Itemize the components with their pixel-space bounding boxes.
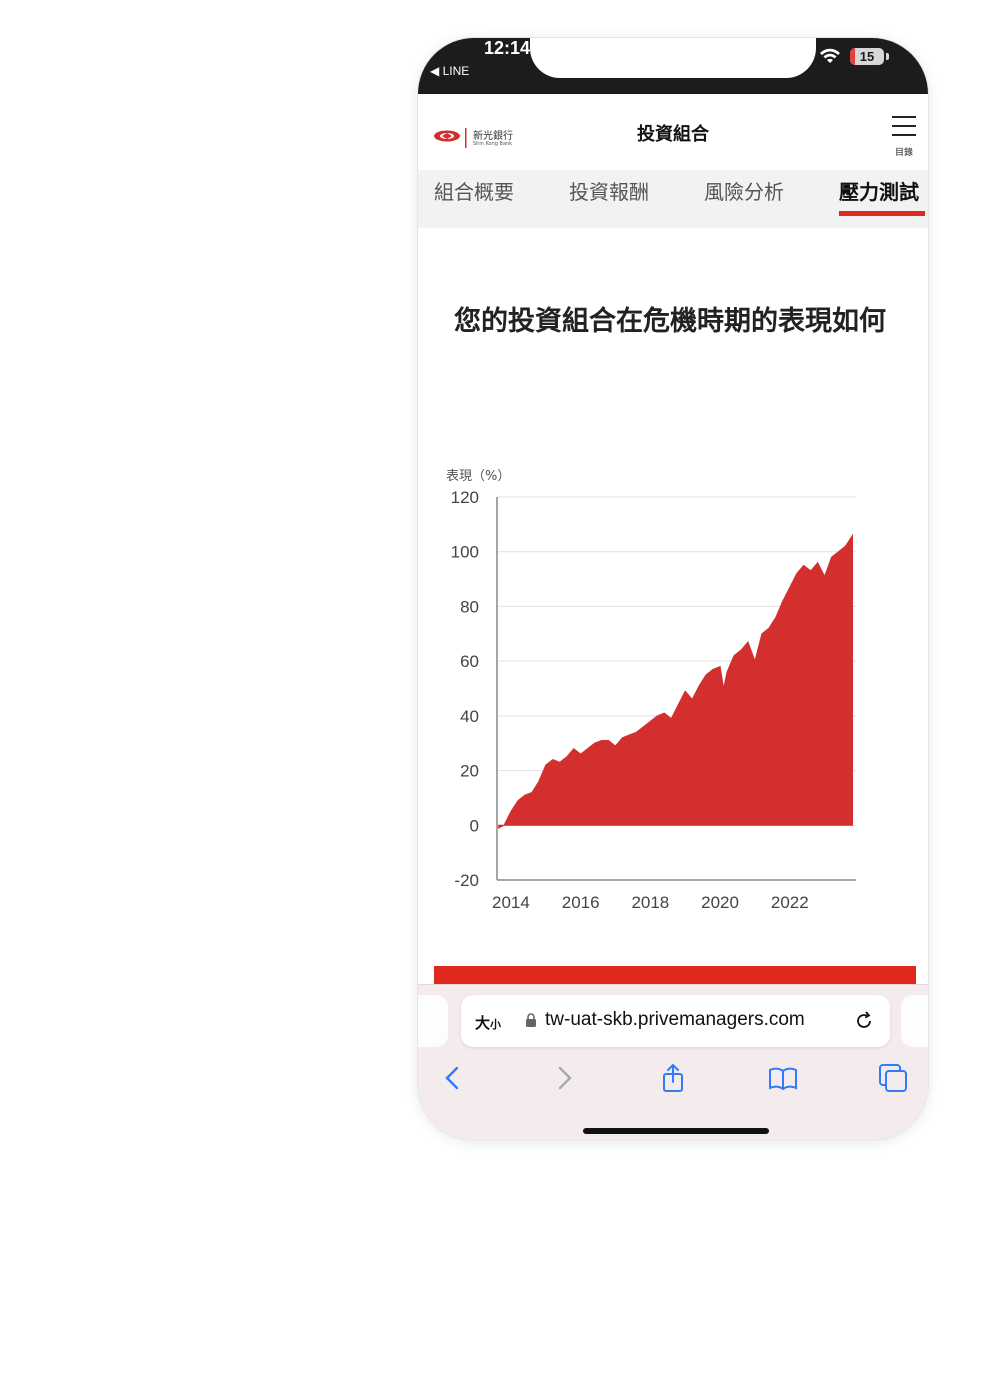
home-indicator	[583, 1128, 769, 1134]
status-bar: 12:14 ◀ LINE 15	[418, 38, 928, 94]
y-tick-label: 20	[460, 762, 479, 781]
x-tick-label: 2014	[492, 893, 530, 908]
tab-stress-test[interactable]: 壓力測試	[839, 180, 919, 204]
section-title: 您的投資組合在危機時期的表現如何	[454, 306, 886, 337]
text-size-button[interactable]: 大小	[475, 1014, 502, 1032]
tab-returns[interactable]: 投資報酬	[569, 180, 649, 204]
reload-icon[interactable]	[853, 1010, 875, 1032]
previous-tab-preview[interactable]	[418, 995, 448, 1047]
menu-label: 目錄	[894, 148, 913, 158]
page-title: 投資組合	[637, 124, 709, 145]
forward-arrow-icon[interactable]	[549, 1063, 579, 1093]
y-tick-label: 120	[451, 488, 479, 507]
y-tick-label: 60	[460, 652, 479, 671]
battery-tip	[886, 53, 889, 60]
next-tab-preview[interactable]	[901, 995, 928, 1047]
tab-overview[interactable]: 組合概要	[434, 180, 514, 204]
tab-risk[interactable]: 風險分析	[704, 180, 784, 204]
y-tick-label: 100	[451, 543, 479, 562]
y-tick-label: 80	[460, 597, 479, 616]
performance-chart: 表現（%） 120 100 80 60 40 20 0 -20 2014 2016 2018 2020 2…	[446, 469, 856, 908]
y-tick-label: 40	[460, 707, 479, 726]
logo-text-en: Shin Kong Bank	[473, 141, 513, 147]
browser-bar: 大小 tw-uat-skb.privemanagers.com	[418, 984, 928, 1140]
battery-percent: 15	[859, 49, 875, 64]
phone-frame: 12:14 ◀ LINE 15 新光銀行 Shin Kong Bank 投資組合…	[418, 38, 928, 1140]
logo-text-zh: 新光銀行	[473, 131, 513, 142]
x-tick-label: 2020	[701, 893, 739, 908]
back-to-app-link[interactable]: ◀ LINE	[430, 64, 470, 78]
x-tick-label: 2022	[771, 893, 809, 908]
y-tick-label: 0	[470, 816, 479, 835]
menu-button[interactable]: 目錄	[886, 114, 922, 158]
wifi-icon	[820, 48, 840, 63]
status-time: 12:14	[484, 38, 531, 58]
y-tick-label: -20	[454, 871, 479, 890]
address-bar[interactable]: 大小 tw-uat-skb.privemanagers.com	[461, 995, 890, 1047]
battery-level	[850, 48, 855, 65]
notch	[530, 38, 816, 78]
back-arrow-icon[interactable]	[438, 1063, 468, 1093]
battery-indicator: 15	[850, 48, 884, 65]
y-axis-label: 表現（%）	[446, 469, 510, 484]
hamburger-icon-line	[892, 125, 916, 127]
tab-bar: 組合概要 投資報酬 風險分析 壓力測試	[418, 170, 928, 228]
main-content: 您的投資組合在危機時期的表現如何 表現（%） 120 100 80 60 40 20 0 -20…	[418, 228, 928, 1018]
red-banner	[434, 966, 916, 986]
lock-icon	[526, 1013, 536, 1027]
url-text: tw-uat-skb.privemanagers.com	[545, 1009, 805, 1030]
bookmarks-icon[interactable]	[768, 1063, 798, 1093]
hamburger-icon-line	[892, 134, 916, 136]
x-tick-label: 2018	[631, 893, 669, 908]
shin-kong-logo[interactable]	[433, 128, 523, 150]
tabs-icon[interactable]	[878, 1063, 908, 1093]
hamburger-icon	[892, 116, 916, 118]
app-header: 新光銀行 Shin Kong Bank 投資組合 目錄	[418, 94, 928, 170]
x-tick-label: 2016	[562, 893, 600, 908]
series-area	[498, 533, 853, 829]
share-icon[interactable]	[658, 1063, 688, 1093]
active-tab-indicator	[839, 211, 925, 216]
